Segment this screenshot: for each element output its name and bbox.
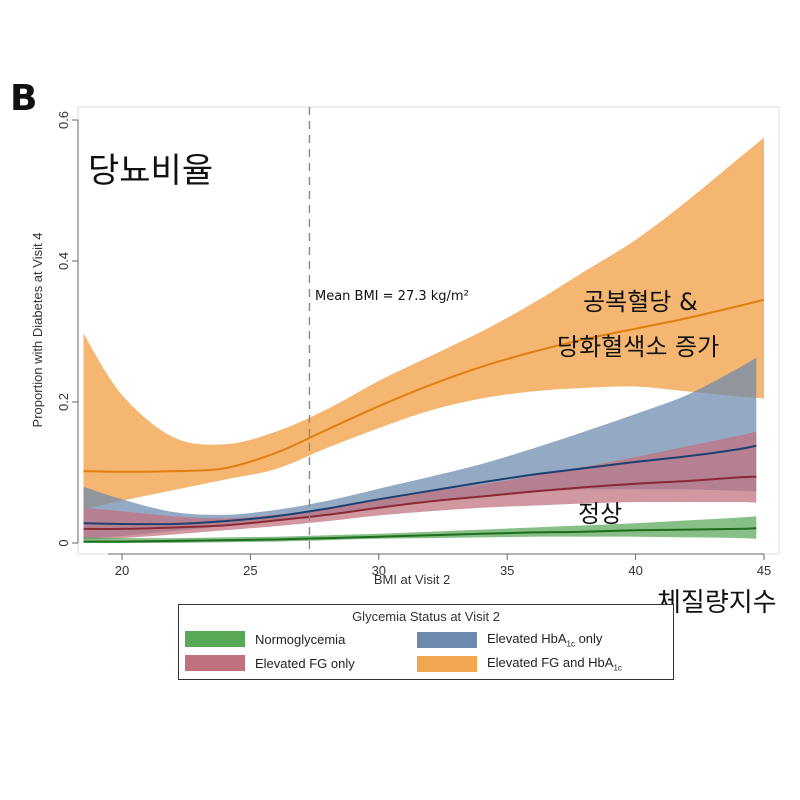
series-lines bbox=[83, 298, 765, 543]
korean-title-annotation: 당뇨비율 bbox=[88, 151, 213, 191]
legend-title: Glycemia Status at Visit 2 bbox=[352, 609, 500, 624]
x-axis-title: BMI at Visit 2 bbox=[374, 572, 450, 587]
korean-bmi-annotation: 체질량지수 bbox=[657, 588, 777, 618]
x-tick-label: 35 bbox=[500, 563, 514, 578]
korean-fg-hba1c-annotation-line2: 당화혈색소 증가 bbox=[557, 333, 719, 361]
legend-label-elevated-both: Elevated FG and HbA1c bbox=[487, 655, 622, 673]
legend-swatch-elevated-hba1c bbox=[417, 631, 477, 648]
y-axis-title: Proportion with Diabetes at Visit 4 bbox=[30, 233, 45, 428]
korean-fg-hba1c-annotation-line1: 공복혈당 & bbox=[583, 288, 698, 316]
x-tick-label: 40 bbox=[628, 563, 642, 578]
korean-normal-annotation: 정상 bbox=[578, 500, 622, 528]
legend-item-normoglycemia: Normoglycemia bbox=[185, 631, 345, 647]
legend-swatch-elevated-fg bbox=[185, 655, 245, 671]
y-tick-label: 0.2 bbox=[56, 393, 71, 411]
x-tick-label: 20 bbox=[115, 563, 129, 578]
y-tick-label: 0.4 bbox=[56, 252, 71, 270]
x-axis-ticks: 20 25 30 35 40 45 bbox=[115, 554, 771, 578]
legend-swatch-normoglycemia bbox=[185, 631, 245, 647]
y-tick-label: 0 bbox=[56, 539, 71, 546]
panel-label: B bbox=[10, 78, 37, 119]
legend-label-elevated-hba1c: Elevated HbA1c only bbox=[487, 631, 603, 649]
x-tick-label: 30 bbox=[372, 563, 386, 578]
series-line-normo bbox=[83, 527, 757, 543]
mean-bmi-label: Mean BMI = 27.3 kg/m² bbox=[315, 289, 469, 304]
series-line-both bbox=[83, 298, 765, 473]
confidence-band-normo bbox=[83, 516, 757, 544]
legend: Glycemia Status at Visit 2 Normoglycemia… bbox=[178, 604, 674, 680]
series-line-fg bbox=[83, 475, 757, 530]
series-line-hba bbox=[83, 444, 757, 526]
legend-item-elevated-hba1c: Elevated HbA1c only bbox=[417, 631, 602, 649]
y-axis-ticks: 0 0.2 0.4 0.6 bbox=[56, 111, 78, 547]
legend-swatch-elevated-both bbox=[417, 655, 477, 672]
legend-label-elevated-fg: Elevated FG only bbox=[255, 655, 355, 671]
x-tick-label: 25 bbox=[243, 563, 257, 578]
x-tick-label: 45 bbox=[757, 563, 771, 578]
y-tick-label: 0.6 bbox=[56, 111, 71, 129]
legend-label-normoglycemia: Normoglycemia bbox=[255, 631, 346, 647]
legend-item-elevated-fg: Elevated FG only bbox=[185, 655, 355, 671]
legend-item-elevated-both: Elevated FG and HbA1c bbox=[417, 655, 622, 673]
